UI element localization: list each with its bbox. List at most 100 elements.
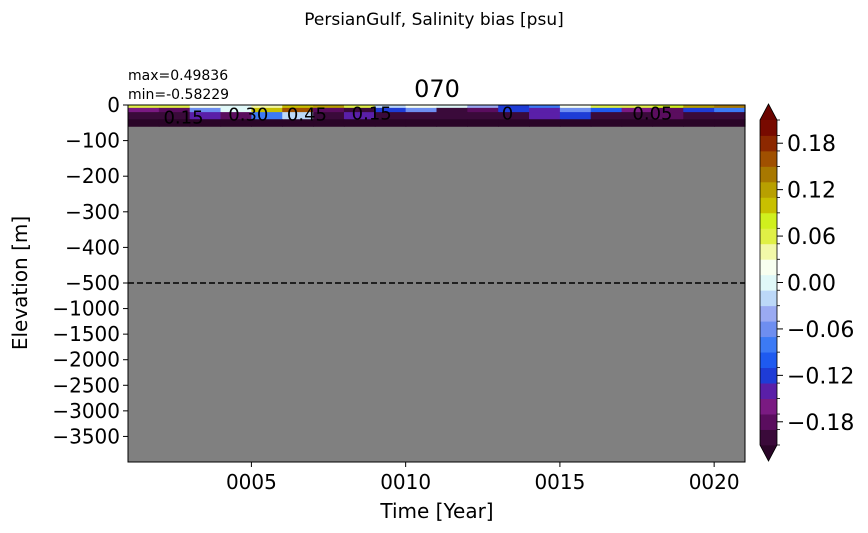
y-axis: 0 −100 −200 −300 −400 −500−1000−1500−2000−250…	[52, 93, 128, 448]
y-tick-label: −500	[65, 271, 120, 295]
data-cell	[621, 119, 654, 127]
colorbar-tick-label: 0.06	[787, 225, 836, 250]
data-cell	[590, 107, 623, 113]
data-cell	[220, 107, 252, 113]
no-data-region-upper	[128, 105, 745, 283]
colorbar-tick-label: 0.18	[787, 132, 836, 157]
data-cell	[405, 112, 438, 120]
colorbar-segment	[760, 429, 777, 446]
contour-label: 0.15	[163, 107, 203, 128]
data-cell	[313, 107, 345, 113]
x-axis: 0005 0010 0015 0020	[226, 462, 740, 494]
data-cell	[467, 107, 499, 113]
data-cell	[529, 107, 561, 113]
data-cell	[128, 105, 160, 109]
data-cell	[282, 105, 314, 109]
data-cell	[313, 105, 345, 109]
data-cell	[405, 107, 438, 113]
colorbar-segment	[760, 181, 777, 198]
data-cell	[313, 119, 345, 127]
colorbar-segment	[760, 166, 777, 183]
data-cell	[189, 107, 222, 113]
data-cell	[374, 105, 407, 109]
data-cell	[128, 112, 160, 120]
data-cell	[220, 105, 252, 109]
data-cell	[158, 105, 191, 109]
data-cell	[652, 107, 684, 113]
data-cell	[590, 119, 623, 127]
colorbar-segment	[760, 321, 777, 338]
colorbar-segment	[760, 228, 777, 245]
data-cell	[498, 105, 530, 109]
y-tick-label: −3500	[52, 424, 120, 448]
data-cell	[313, 112, 345, 120]
data-cell	[621, 112, 654, 120]
data-cell	[621, 107, 654, 113]
y-axis-label: Elevation [m]	[8, 216, 32, 350]
colorbar-segment	[760, 197, 777, 214]
data-cell	[343, 112, 376, 120]
colorbar-segment	[760, 398, 777, 415]
y-tick-label: −2500	[52, 373, 120, 397]
colorbar-segment	[760, 150, 777, 167]
contour-label: 0.45	[287, 104, 327, 125]
data-cell	[436, 105, 468, 109]
data-cell	[436, 119, 468, 127]
colorbar-tick-label: 0.00	[787, 272, 836, 297]
data-cell	[128, 119, 160, 127]
data-cell	[436, 112, 468, 120]
data-cell	[436, 107, 468, 113]
data-cell	[374, 112, 407, 120]
data-cell	[683, 112, 715, 120]
data-cell	[405, 105, 438, 109]
stat-min: min=-0.58229	[128, 87, 229, 103]
data-cell	[683, 107, 715, 113]
data-cell	[343, 105, 376, 109]
chart-title: 070	[414, 75, 460, 103]
data-cell	[251, 107, 283, 113]
y-tick-label: −400	[65, 235, 120, 259]
data-cell	[343, 119, 376, 127]
data-cell	[189, 105, 222, 109]
data-cell	[220, 119, 252, 127]
data-cell	[529, 105, 561, 109]
colorbar-segment	[760, 259, 777, 276]
data-cell	[343, 107, 376, 113]
data-cell	[498, 112, 530, 120]
y-tick-label: −300	[65, 200, 120, 224]
no-data-region-lower	[128, 283, 745, 462]
data-cell	[251, 112, 283, 120]
x-tick-label: 0015	[534, 470, 585, 494]
data-cell	[467, 105, 499, 109]
data-cell	[467, 119, 499, 127]
data-cell	[282, 119, 314, 127]
data-cell	[374, 107, 407, 113]
y-tick-label: −2000	[52, 348, 120, 372]
data-cell	[683, 119, 715, 127]
data-cell	[498, 119, 530, 127]
contour-label: 0	[502, 104, 513, 125]
data-cell	[529, 112, 561, 120]
data-cell	[220, 112, 252, 120]
y-tick-label: −1500	[52, 322, 120, 346]
data-cells	[128, 105, 746, 127]
data-cell	[652, 105, 684, 109]
plot-area: 0.15 0.30 0.45 0.15 0 0.05	[127, 104, 746, 463]
data-cell	[559, 107, 592, 113]
suptitle: PersianGulf, Salinity bias [psu]	[304, 10, 564, 30]
colorbar-tick-label: −0.12	[787, 364, 854, 389]
stat-max: max=0.49836	[128, 68, 228, 84]
x-axis-label: Time [Year]	[379, 499, 493, 523]
data-cell	[251, 105, 283, 109]
data-cell	[128, 107, 160, 113]
x-tick-label: 0005	[226, 470, 277, 494]
data-cell	[189, 112, 222, 120]
x-tick-label: 0010	[380, 470, 431, 494]
y-tick-label: −1000	[52, 297, 120, 321]
data-cell	[714, 105, 746, 109]
data-cell	[621, 105, 654, 109]
colorbar-tick-label: 0.12	[787, 179, 836, 204]
x-tick-label: 0020	[689, 470, 740, 494]
colorbar-segment	[760, 212, 777, 229]
